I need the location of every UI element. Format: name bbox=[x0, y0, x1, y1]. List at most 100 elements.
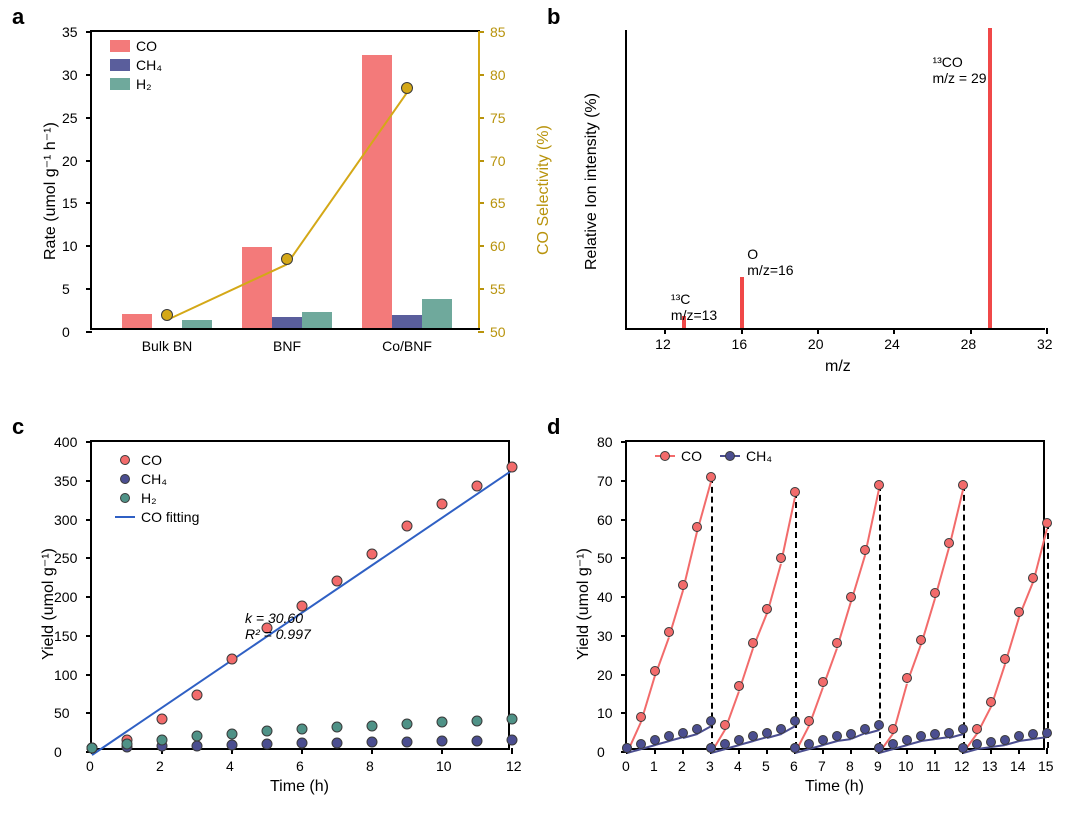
panel-a-yR-tick: 80 bbox=[490, 67, 506, 83]
panel-c-marker-ch4 bbox=[402, 736, 413, 747]
panel-a-bar bbox=[272, 317, 302, 328]
panel-a-category: BNF bbox=[242, 338, 332, 354]
panel-b-x-tick: 32 bbox=[1037, 336, 1053, 352]
panel-a-yR-tick: 85 bbox=[490, 24, 506, 40]
panel-b-x-tick: 28 bbox=[961, 336, 977, 352]
panel-d-marker-ch4 bbox=[958, 743, 968, 753]
panel-a-yR-tick: 65 bbox=[490, 195, 506, 211]
panel-d-legend-item: CO bbox=[655, 448, 702, 464]
panel-d-x-tick: 0 bbox=[622, 758, 630, 774]
panel-c-marker-h2 bbox=[402, 718, 413, 729]
panel-d-plot: 010203040506070800123456789101112131415 bbox=[625, 440, 1045, 750]
panel-a-selectivity-marker bbox=[281, 253, 293, 265]
panel-d-y-tick: 80 bbox=[597, 434, 613, 450]
panel-d-x-tick: 5 bbox=[762, 758, 770, 774]
panel-c-y-tick: 350 bbox=[54, 473, 77, 489]
panel-a-yR-tick: 60 bbox=[490, 238, 506, 254]
panel-d-marker-co bbox=[1028, 573, 1038, 583]
panel-c-marker-ch4 bbox=[472, 736, 483, 747]
panel-c-x-tick: 10 bbox=[436, 758, 452, 774]
panel-c-legend-item: CH₄ bbox=[115, 471, 199, 487]
panel-a-legend-item: H₂ bbox=[110, 76, 162, 92]
panel-d-marker-ch4 bbox=[846, 729, 856, 739]
panel-c-x-tick: 8 bbox=[366, 758, 374, 774]
panel-c-xlabel: Time (h) bbox=[270, 778, 329, 796]
panel-d-y-tick: 20 bbox=[597, 667, 613, 683]
panel-d-marker-ch4 bbox=[902, 735, 912, 745]
panel-a-legend: COCH₄H₂ bbox=[110, 38, 162, 95]
panel-d-marker-ch4 bbox=[832, 731, 842, 741]
panel-d-marker-ch4 bbox=[874, 743, 884, 753]
panel-d-x-tick: 10 bbox=[898, 758, 914, 774]
panel-d-marker-co bbox=[678, 580, 688, 590]
panel-d-x-tick: 11 bbox=[926, 758, 941, 774]
panel-d-x-tick: 2 bbox=[678, 758, 686, 774]
panel-d-label: d bbox=[547, 414, 560, 440]
panel-c-marker-co bbox=[402, 521, 413, 532]
panel-d-cycle-divider bbox=[795, 492, 797, 748]
panel-c-marker-co bbox=[192, 690, 203, 701]
panel-d-marker-ch4 bbox=[650, 735, 660, 745]
panel-d-marker-ch4 bbox=[916, 731, 926, 741]
panel-c-marker-h2 bbox=[122, 739, 133, 750]
panel-b-ylabel: Relative Ion intensity (%) bbox=[583, 93, 601, 270]
panel-a-yL-tick: 25 bbox=[62, 110, 78, 126]
panel-d-cycle-divider bbox=[963, 485, 965, 749]
panel-d-y-tick: 10 bbox=[597, 705, 613, 721]
panel-a-yR-tick: 70 bbox=[490, 153, 506, 169]
panel-c-y-tick: 100 bbox=[54, 667, 77, 683]
panel-d-marker-ch4 bbox=[720, 739, 730, 749]
panel-d-marker-co bbox=[636, 712, 646, 722]
panel-d-marker-ch4 bbox=[1000, 735, 1010, 745]
panel-d-marker-co bbox=[916, 635, 926, 645]
panel-c-fit-annotation: k = 30.60R² = 0.997 bbox=[245, 610, 311, 642]
panel-a-legend-item: CO bbox=[110, 38, 162, 54]
panel-c-legend-item: H₂ bbox=[115, 490, 199, 506]
figure-root: a 051015202530355055606570758085Bulk BNB… bbox=[0, 0, 1080, 830]
panel-c: c 050100150200250300350400024681012 Yiel… bbox=[20, 420, 540, 820]
panel-c-marker-ch4 bbox=[297, 738, 308, 749]
panel-d-x-tick: 15 bbox=[1038, 758, 1054, 774]
panel-d-y-tick: 50 bbox=[597, 550, 613, 566]
panel-d-cycle-divider bbox=[711, 477, 713, 748]
panel-d-marker-ch4 bbox=[986, 737, 996, 747]
panel-d-marker-ch4 bbox=[930, 729, 940, 739]
panel-d-marker-ch4 bbox=[874, 720, 884, 730]
panel-c-marker-h2 bbox=[472, 715, 483, 726]
panel-a-selectivity-marker bbox=[161, 309, 173, 321]
panel-d-marker-ch4 bbox=[944, 728, 954, 738]
panel-d-marker-co bbox=[1000, 654, 1010, 664]
panel-d-marker-co bbox=[930, 588, 940, 598]
panel-a-yL-tick: 5 bbox=[62, 281, 70, 297]
panel-d-marker-co bbox=[832, 638, 842, 648]
panel-a-yL-tick: 15 bbox=[62, 195, 78, 211]
panel-d-y-tick: 60 bbox=[597, 512, 613, 528]
panel-a-bar bbox=[182, 320, 212, 328]
panel-c-y-tick: 400 bbox=[54, 434, 77, 450]
panel-c-marker-h2 bbox=[227, 729, 238, 740]
panel-d-y-tick: 40 bbox=[597, 589, 613, 605]
panel-d-marker-ch4 bbox=[958, 724, 968, 734]
panel-d-marker-co bbox=[1042, 518, 1052, 528]
panel-d-cycle-divider bbox=[879, 485, 881, 749]
panel-d-marker-ch4 bbox=[706, 743, 716, 753]
panel-c-x-tick: 2 bbox=[156, 758, 164, 774]
panel-d-marker-ch4 bbox=[1028, 729, 1038, 739]
panel-a: a 051015202530355055606570758085Bulk BNB… bbox=[20, 10, 540, 390]
panel-a-bar bbox=[362, 55, 392, 328]
panel-d-marker-co bbox=[804, 716, 814, 726]
panel-d-x-tick: 14 bbox=[1010, 758, 1026, 774]
panel-a-bar bbox=[302, 312, 332, 328]
panel-a-bar bbox=[242, 247, 272, 328]
panel-a-bar bbox=[422, 299, 452, 328]
panel-c-marker-h2 bbox=[367, 720, 378, 731]
panel-d-cycle-divider bbox=[1047, 523, 1049, 748]
panel-c-marker-co bbox=[332, 576, 343, 587]
panel-b-label: b bbox=[547, 4, 560, 30]
panel-a-yR-tick: 75 bbox=[490, 110, 506, 126]
panel-d-marker-co bbox=[1014, 607, 1024, 617]
panel-d-marker-ch4 bbox=[622, 743, 632, 753]
panel-c-legend-item: CO fitting bbox=[115, 509, 199, 525]
panel-d-marker-ch4 bbox=[706, 716, 716, 726]
panel-d-marker-ch4 bbox=[692, 724, 702, 734]
